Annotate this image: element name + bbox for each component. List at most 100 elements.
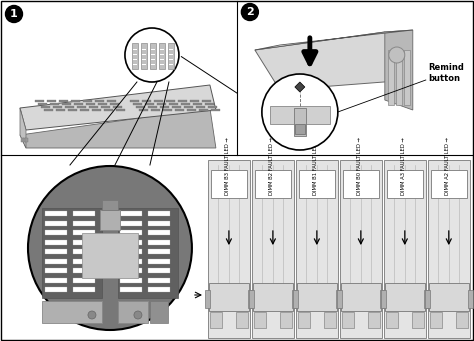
Bar bbox=[160, 63, 164, 65]
Bar bbox=[208, 106, 217, 108]
Bar bbox=[35, 100, 44, 102]
Bar bbox=[148, 230, 170, 235]
Bar bbox=[62, 103, 71, 105]
Bar bbox=[151, 54, 155, 55]
Bar bbox=[248, 290, 253, 308]
Bar bbox=[150, 301, 168, 323]
Bar bbox=[169, 59, 173, 60]
Text: DIMM A3 FAULT LED →: DIMM A3 FAULT LED → bbox=[401, 137, 406, 195]
Bar bbox=[110, 103, 119, 105]
Bar bbox=[299, 170, 335, 198]
Bar bbox=[120, 249, 142, 254]
Text: 2: 2 bbox=[246, 7, 254, 17]
Bar bbox=[296, 160, 338, 338]
Bar bbox=[368, 312, 380, 328]
Text: DIMM B2 FAULT LED →: DIMM B2 FAULT LED → bbox=[269, 137, 274, 195]
Bar bbox=[168, 43, 174, 69]
Bar bbox=[21, 138, 24, 142]
Bar bbox=[211, 170, 247, 198]
Bar bbox=[169, 103, 178, 105]
Bar bbox=[120, 211, 142, 216]
Bar bbox=[297, 283, 337, 311]
Bar bbox=[56, 109, 65, 111]
Bar bbox=[118, 301, 148, 323]
Bar bbox=[142, 48, 146, 50]
Bar bbox=[92, 109, 101, 111]
Bar bbox=[133, 59, 137, 60]
Bar bbox=[95, 100, 104, 102]
Bar bbox=[74, 103, 83, 105]
Bar bbox=[59, 100, 68, 102]
Bar bbox=[104, 109, 113, 111]
Bar bbox=[120, 278, 142, 282]
Bar bbox=[77, 106, 86, 108]
Bar bbox=[98, 103, 107, 105]
Bar bbox=[343, 170, 379, 198]
Bar bbox=[42, 301, 102, 323]
Bar bbox=[142, 54, 146, 55]
Polygon shape bbox=[255, 30, 413, 50]
Bar bbox=[292, 290, 297, 308]
Bar bbox=[428, 160, 470, 338]
Circle shape bbox=[28, 166, 192, 330]
Bar bbox=[73, 268, 95, 273]
Bar bbox=[386, 312, 398, 328]
Bar bbox=[45, 230, 67, 235]
Bar bbox=[148, 106, 157, 108]
Circle shape bbox=[241, 3, 258, 20]
Bar bbox=[160, 59, 164, 60]
Circle shape bbox=[389, 47, 405, 63]
Bar bbox=[45, 287, 67, 292]
Bar bbox=[50, 103, 59, 105]
Bar bbox=[211, 109, 220, 111]
Bar bbox=[130, 100, 139, 102]
Bar bbox=[181, 103, 190, 105]
Bar bbox=[71, 100, 80, 102]
Bar bbox=[210, 312, 222, 328]
Bar bbox=[404, 50, 410, 105]
Bar bbox=[73, 239, 95, 244]
Bar bbox=[190, 100, 199, 102]
Bar bbox=[73, 258, 95, 264]
Bar bbox=[157, 103, 166, 105]
Bar bbox=[100, 210, 120, 230]
Bar bbox=[160, 48, 164, 50]
Bar bbox=[73, 230, 95, 235]
Circle shape bbox=[125, 28, 179, 82]
Bar bbox=[120, 258, 142, 264]
Bar bbox=[80, 109, 89, 111]
Bar bbox=[73, 278, 95, 282]
Bar bbox=[45, 211, 67, 216]
Bar bbox=[381, 290, 386, 308]
Bar bbox=[456, 312, 468, 328]
Bar bbox=[380, 290, 385, 308]
Bar bbox=[148, 287, 170, 292]
Bar bbox=[120, 239, 142, 244]
Bar bbox=[118, 208, 178, 298]
Bar bbox=[324, 312, 336, 328]
Bar bbox=[139, 109, 148, 111]
Bar bbox=[132, 43, 138, 69]
Bar bbox=[249, 290, 254, 308]
Text: DIMM A2 FAULT LED →: DIMM A2 FAULT LED → bbox=[445, 137, 450, 195]
Bar bbox=[25, 138, 28, 142]
Bar bbox=[45, 249, 67, 254]
Bar bbox=[73, 221, 95, 225]
Text: Remind
button: Remind button bbox=[428, 63, 464, 83]
Circle shape bbox=[134, 311, 142, 319]
Bar bbox=[145, 103, 154, 105]
Bar bbox=[154, 100, 163, 102]
Bar bbox=[208, 160, 250, 338]
Polygon shape bbox=[295, 82, 305, 92]
Circle shape bbox=[262, 74, 338, 150]
Bar bbox=[298, 312, 310, 328]
Bar bbox=[142, 100, 151, 102]
Bar bbox=[193, 103, 202, 105]
Bar bbox=[150, 43, 156, 69]
Bar bbox=[151, 109, 160, 111]
Bar bbox=[151, 59, 155, 60]
Bar bbox=[133, 63, 137, 65]
Bar bbox=[151, 48, 155, 50]
Bar bbox=[73, 211, 95, 216]
Circle shape bbox=[88, 311, 96, 319]
